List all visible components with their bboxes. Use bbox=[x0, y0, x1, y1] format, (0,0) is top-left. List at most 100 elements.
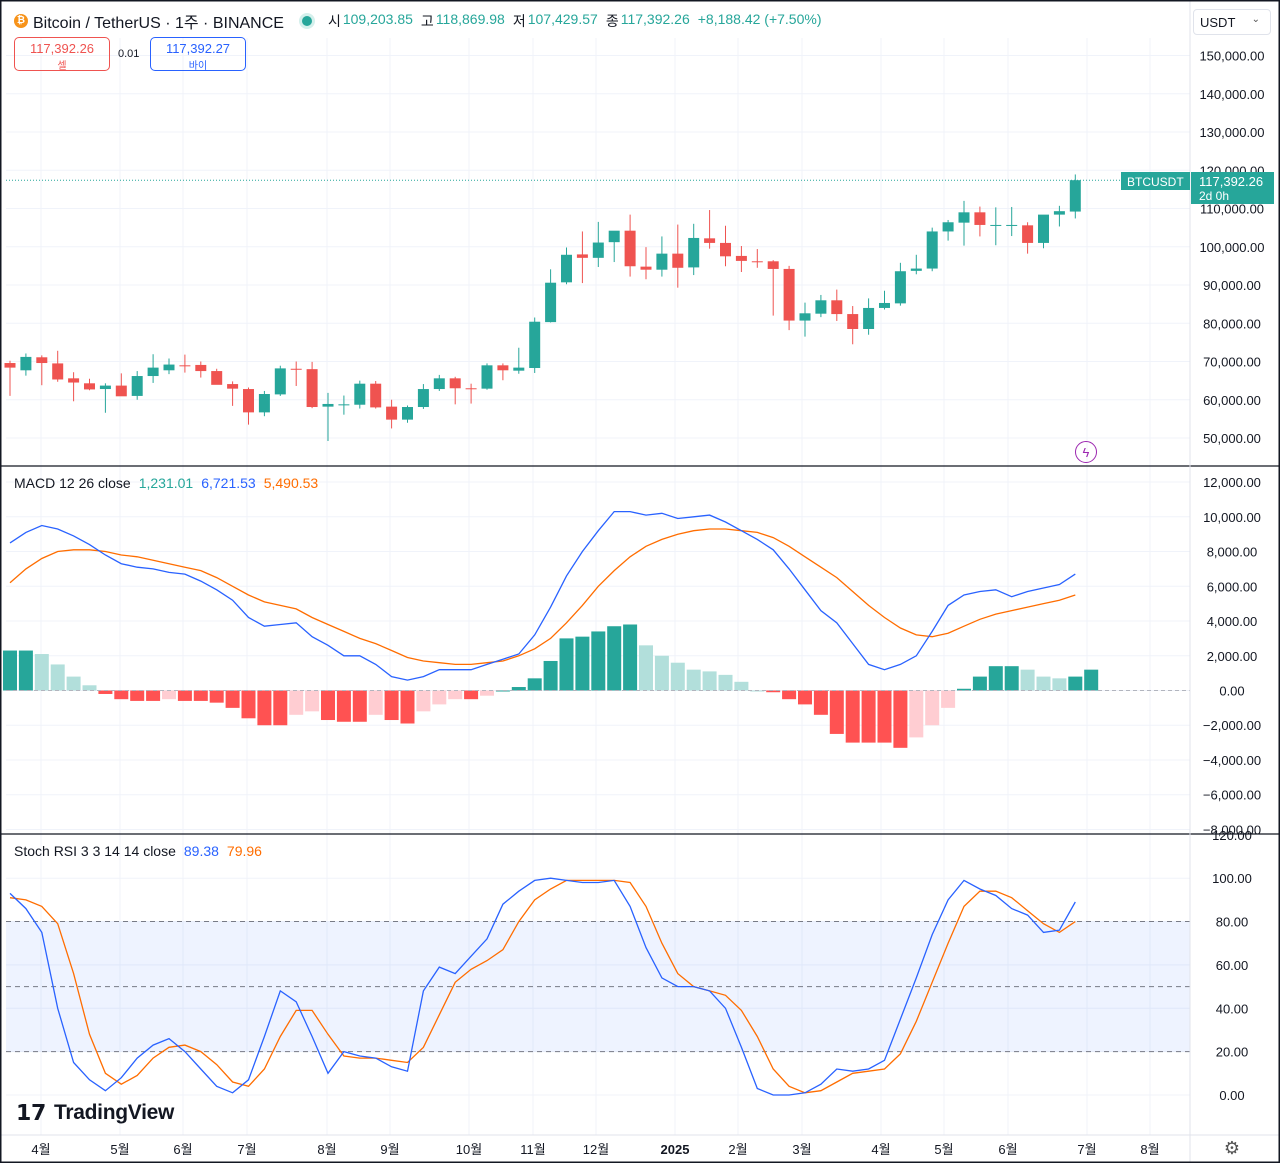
macd-signal-line bbox=[9, 528, 1076, 666]
candle-body bbox=[99, 385, 111, 390]
candle-body bbox=[131, 376, 143, 396]
stoch-tick-label: 40.00 bbox=[1216, 1001, 1249, 1016]
stoch-tick-label: 80.00 bbox=[1216, 915, 1249, 930]
stoch-legend-d: 79.96 bbox=[226, 843, 262, 859]
macd-histogram-bar bbox=[352, 690, 367, 722]
time-tick-label: 7월 bbox=[237, 1142, 256, 1157]
candle-body bbox=[751, 261, 763, 263]
time-tick-label: 3월 bbox=[792, 1142, 811, 1157]
candle-body bbox=[497, 365, 509, 371]
macd-histogram-bar bbox=[845, 690, 860, 743]
high-label: 고 bbox=[420, 13, 434, 29]
candle-body bbox=[163, 364, 175, 371]
macd-tick-label: −6,000.00 bbox=[1203, 788, 1261, 803]
candle-body bbox=[68, 378, 80, 383]
time-tick-label: 8월 bbox=[1140, 1142, 1159, 1157]
macd-histogram-bar bbox=[1020, 669, 1035, 691]
macd-histogram-bar bbox=[766, 690, 781, 693]
buy-label: 바이 bbox=[188, 61, 208, 72]
high-value: 118,869.98 bbox=[435, 11, 505, 27]
candle-body bbox=[481, 365, 493, 389]
price-tick-label: 80,000.00 bbox=[1203, 316, 1261, 331]
currency-select[interactable]: USDT ⌄ bbox=[1193, 9, 1271, 35]
time-tick-label: 2025 bbox=[661, 1142, 690, 1157]
sell-button[interactable]: 117,392.26 셀 bbox=[14, 37, 110, 72]
macd-histogram-bar bbox=[241, 690, 256, 719]
candle-body bbox=[433, 378, 445, 390]
macd-histogram-bar bbox=[575, 636, 590, 691]
macd-tick-label: 10,000.00 bbox=[1203, 510, 1261, 525]
macd-histogram-bar bbox=[813, 690, 828, 715]
candlestick-series bbox=[4, 174, 1081, 442]
last-price-value: 117,392.26 bbox=[1199, 174, 1263, 189]
time-tick-label: 6월 bbox=[998, 1142, 1017, 1157]
macd-histogram-bar bbox=[1068, 676, 1083, 691]
stoch-tick-label: 20.00 bbox=[1216, 1045, 1249, 1060]
candle-body bbox=[831, 300, 843, 315]
macd-histogram-bar bbox=[829, 690, 844, 734]
macd-histogram-bar bbox=[257, 690, 272, 726]
macd-histogram-bar bbox=[177, 690, 192, 701]
price-tick-label: 100,000.00 bbox=[1199, 240, 1264, 255]
candle-body bbox=[306, 369, 318, 408]
macd-histogram-bar bbox=[432, 690, 447, 705]
lightning-icon[interactable]: ϟ bbox=[1075, 441, 1097, 463]
stoch-d-line bbox=[9, 879, 1076, 1094]
macd-histogram-bar bbox=[623, 624, 638, 691]
candle-body bbox=[402, 407, 413, 420]
time-tick-label: 9월 bbox=[380, 1142, 399, 1157]
gear-icon[interactable]: ⚙ bbox=[1223, 1138, 1241, 1158]
macd-histogram-bar bbox=[988, 666, 1003, 691]
candle-body bbox=[417, 389, 429, 408]
macd-histogram-bar bbox=[957, 688, 971, 691]
candle-body bbox=[465, 388, 477, 390]
time-tick-label: 12월 bbox=[583, 1142, 609, 1157]
macd-histogram-bar bbox=[1004, 666, 1019, 691]
stoch-legend[interactable]: Stoch RSI 3 3 14 14 close 89.38 79.96 bbox=[14, 843, 262, 859]
candle-body bbox=[52, 363, 64, 380]
macd-histogram-bar bbox=[782, 690, 797, 700]
price-tick-label: 50,000.00 bbox=[1203, 431, 1261, 446]
macd-histogram-bar bbox=[559, 638, 574, 691]
stoch-legend-k: 89.38 bbox=[183, 843, 219, 859]
chevron-down-icon: ⌄ bbox=[1251, 14, 1260, 25]
macd-histogram-bar bbox=[941, 690, 956, 708]
candle-body bbox=[735, 255, 747, 261]
tradingview-logo[interactable]: 𝟭𝟳 TradingView bbox=[16, 1100, 174, 1126]
candle-body bbox=[227, 384, 239, 389]
candle-body bbox=[179, 365, 191, 367]
candle-body bbox=[84, 383, 95, 390]
last-price-symbol: BTCUSDT bbox=[1127, 175, 1184, 189]
candle-body bbox=[1053, 211, 1065, 215]
macd-line bbox=[9, 510, 1076, 681]
time-tick-label: 4월 bbox=[31, 1142, 50, 1157]
macd-legend[interactable]: MACD 12 26 close 1,231.01 6,721.53 5,490… bbox=[14, 475, 318, 491]
sell-label: 셀 bbox=[57, 61, 67, 72]
macd-legend-signal: 5,490.53 bbox=[263, 475, 319, 491]
time-tick-label: 2월 bbox=[728, 1142, 747, 1157]
candle-body bbox=[576, 254, 588, 258]
candle-body bbox=[338, 404, 350, 406]
candle-body bbox=[863, 307, 875, 329]
macd-histogram-bar bbox=[273, 690, 288, 726]
macd-histogram-bar bbox=[1036, 676, 1051, 691]
symbol-header[interactable]: ₿ Bitcoin / TetherUS · 1주 · BINANCE 시 109… bbox=[14, 10, 828, 32]
close-value: 117,392.26 bbox=[620, 11, 690, 27]
grid-lines bbox=[6, 38, 1190, 1135]
macd-histogram-bar bbox=[607, 626, 622, 691]
buy-button[interactable]: 117,392.27 바이 bbox=[150, 37, 246, 72]
macd-histogram-bar bbox=[925, 690, 940, 726]
candle-body bbox=[879, 302, 890, 308]
tradingview-logo-text: TradingView bbox=[54, 1101, 175, 1124]
candle-body bbox=[624, 230, 636, 267]
market-open-dot-icon bbox=[301, 16, 312, 26]
price-tick-label: 150,000.00 bbox=[1199, 49, 1264, 64]
macd-histogram-bar bbox=[543, 660, 558, 691]
symbol-title[interactable]: Bitcoin / TetherUS · 1주 · BINANCE bbox=[33, 15, 284, 32]
candle-body bbox=[990, 224, 1002, 226]
candle-body bbox=[36, 357, 48, 364]
candle-body bbox=[195, 364, 207, 372]
macd-histogram-bar bbox=[98, 690, 113, 694]
macd-tick-label: −4,000.00 bbox=[1203, 753, 1261, 768]
